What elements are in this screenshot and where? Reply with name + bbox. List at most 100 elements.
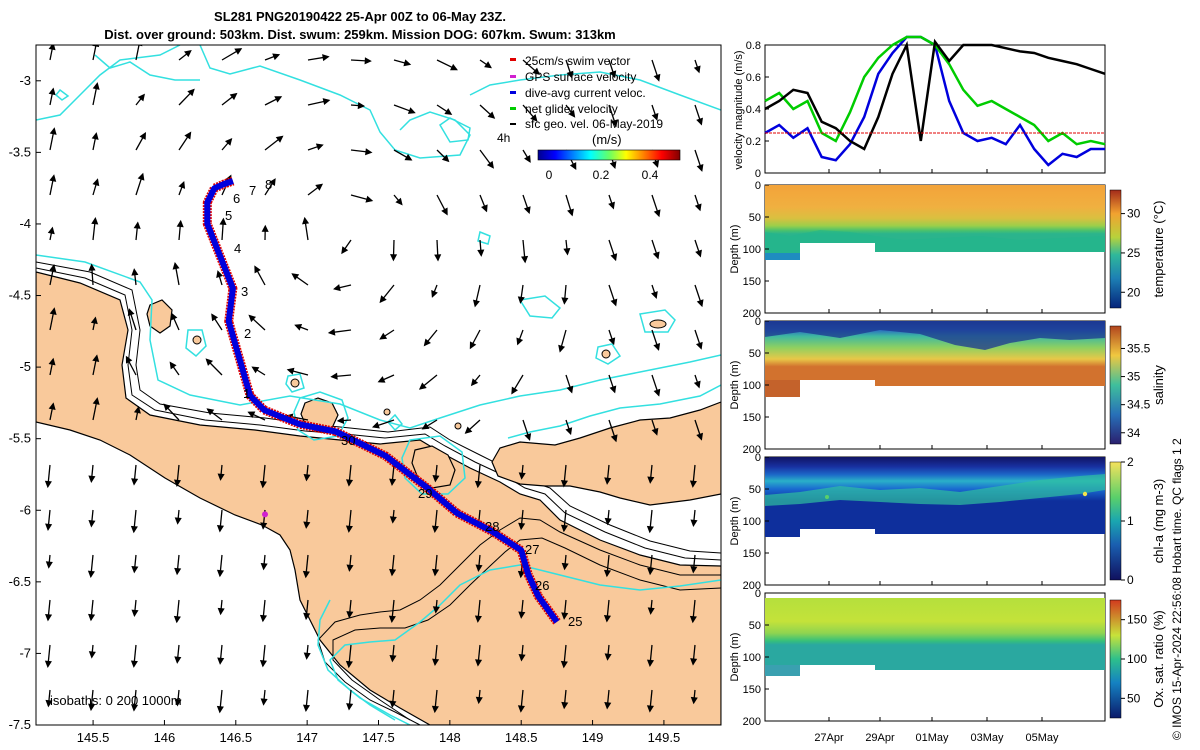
- depth-tick-label: 150: [743, 276, 761, 288]
- velocity-arrowhead: [652, 160, 660, 168]
- speed-colorbar: [537, 149, 681, 161]
- velocity-arrowhead: [603, 615, 611, 623]
- legend-swatch-swim: [510, 58, 516, 61]
- velocity-arrowhead: [346, 479, 354, 487]
- velocity-arrowhead: [560, 480, 568, 488]
- depth-tick-label: 0: [755, 180, 761, 192]
- map-y-axis: -3 -3.5 -4 -4.5 -5 -5.5 -6 -6.5 -7 -7.5: [9, 73, 41, 732]
- gps-velocity-marker: [262, 511, 269, 518]
- velocity-arrowhead: [291, 273, 300, 281]
- velocity-arrowhead: [217, 473, 225, 481]
- depth-tick-label: 100: [743, 380, 761, 392]
- land-islet-5: [601, 349, 611, 359]
- velocity-arrowhead: [45, 699, 53, 708]
- velocity-arrowhead: [609, 161, 617, 170]
- velocity-arrowhead: [518, 654, 526, 662]
- velocity-arrowhead: [127, 308, 135, 316]
- map-xtick-label: 146.5: [220, 730, 253, 745]
- velocity-arrowhead: [561, 612, 569, 620]
- velocity-arrowhead: [261, 224, 269, 232]
- isobath-200: [36, 267, 721, 561]
- velocity-arrowhead: [379, 295, 387, 304]
- velocity-arrowhead: [272, 53, 281, 61]
- velocity-arrowhead: [302, 216, 310, 225]
- colorbar-tick-label: 1: [1127, 514, 1134, 528]
- colorbar-tick-2: 0.4: [642, 168, 659, 182]
- dive-avg-trace: [204, 178, 560, 624]
- map-x-axis: 145.5 146 146.5 147 147.5 148 148.5 149 149.5: [77, 720, 680, 745]
- imos-timestamp-note: © IMOS 15-Apr-2024 22:56:08 Hobart time.…: [1170, 438, 1184, 740]
- velocity-arrowhead: [690, 566, 698, 574]
- velocity-arrowhead: [567, 208, 574, 217]
- velocity-arrowhead: [481, 204, 488, 213]
- velocity-panel: 0 0.2 0.4 0.6 0.8 velocity magnitude (m/s): [733, 35, 1106, 180]
- velocity-arrowhead: [486, 160, 494, 169]
- track-label: 1: [243, 386, 250, 401]
- velocity-arrowhead: [563, 248, 571, 256]
- temperature-deep-layer: [765, 230, 1105, 259]
- velocity-arrowhead: [421, 422, 430, 430]
- velocity-arrow: [92, 45, 97, 61]
- velocity-arrowhead: [450, 63, 458, 71]
- map-ytick-label: -7: [19, 645, 31, 660]
- velocity-arrowhead: [558, 344, 566, 353]
- velocity-arrowhead: [695, 341, 703, 350]
- date-tick-label: 27Apr: [814, 732, 844, 744]
- velocity-arrowhead: [610, 434, 618, 443]
- velocity-arrowhead: [224, 138, 233, 146]
- velocity-arrowhead: [604, 517, 612, 526]
- temperature-bottom-patch: [765, 253, 800, 260]
- velocity-arrowhead: [216, 569, 225, 578]
- velocity-arrowhead: [48, 357, 56, 366]
- map-ytick-label: -4: [19, 216, 31, 231]
- temperature-colorbar: [1109, 189, 1122, 309]
- velocity-arrowhead: [395, 197, 403, 206]
- velocity-arrowhead: [653, 388, 661, 397]
- velocity-arrowhead: [286, 367, 295, 375]
- velocity-y-axis: 0 0.2 0.4 0.6 0.8: [746, 40, 769, 180]
- velocity-arrowhead: [472, 299, 480, 308]
- map-legend: 25cm/s swim vector GPS surface velocity …: [497, 54, 681, 182]
- velocity-arrowhead: [646, 525, 654, 534]
- velocity-arrowhead: [302, 570, 310, 579]
- velocity-arrowhead: [259, 614, 268, 623]
- depth-axis-label: Depth (m): [729, 633, 741, 682]
- velocity-arrowhead: [431, 289, 438, 298]
- velocity-arrowhead: [131, 609, 139, 618]
- velocity-arrowhead: [365, 148, 373, 156]
- colorbar-tick-label: 34: [1127, 426, 1141, 440]
- velocity-arrowhead: [566, 70, 574, 79]
- velocity-arrowhead: [336, 416, 345, 425]
- velocity-arrowhead: [341, 246, 349, 255]
- velocity-arrowhead: [90, 316, 98, 325]
- velocity-arrowhead: [176, 219, 184, 228]
- velocity-arrowhead: [696, 432, 703, 441]
- velocity-arrowhead: [565, 427, 573, 436]
- velocity-arrowhead: [229, 92, 238, 101]
- velocity-arrowhead: [163, 403, 171, 412]
- velocity-ytick-label: 0.2: [746, 136, 761, 148]
- velocity-arrowhead: [47, 226, 55, 235]
- velocity-arrowhead: [477, 249, 485, 257]
- velocity-arrowhead: [274, 96, 283, 103]
- salinity-fresh-layer: [765, 321, 1105, 350]
- map-ytick-label: -4.5: [9, 288, 31, 303]
- velocity-arrowhead: [441, 154, 450, 163]
- velocity-arrowhead: [88, 703, 96, 712]
- velocity-arrowhead: [407, 107, 416, 114]
- velocity-arrowhead: [130, 660, 138, 668]
- velocity-arrowhead: [234, 48, 243, 55]
- chart-title-line2: Dist. over ground: 503km. Dist. swum: 25…: [104, 27, 616, 42]
- map-ytick-label: -3: [19, 73, 31, 88]
- map-ytick-label: -6: [19, 502, 31, 517]
- legend-net-velocity: net glider velocity: [525, 102, 618, 116]
- velocity-arrowhead: [217, 657, 225, 665]
- velocity-arrowhead: [260, 562, 268, 571]
- velocity-arrowhead: [268, 178, 276, 186]
- velocity-arrowhead: [696, 163, 704, 172]
- velocity-arrowhead: [647, 476, 655, 484]
- velocity-arrowhead: [184, 49, 192, 58]
- colorbar-unit: (m/s): [592, 132, 622, 147]
- isobaths-note: isobaths: 0 200 1000m: [50, 693, 182, 708]
- colorbar-tick-label: 0: [1127, 573, 1134, 587]
